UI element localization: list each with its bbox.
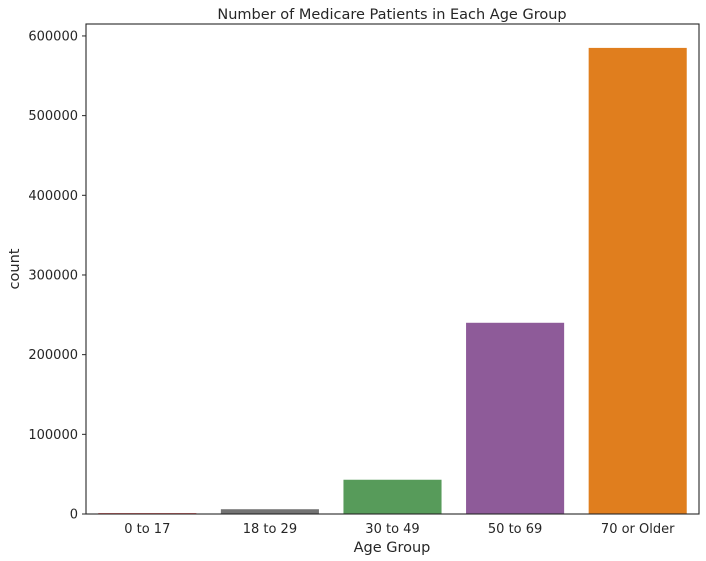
- bar-70-or-older: [588, 47, 687, 515]
- x-tick-label: 70 or Older: [601, 522, 675, 537]
- bars-group: [98, 47, 687, 515]
- y-tick-label: 400000: [28, 189, 78, 204]
- y-axis-ticks: 0 100000 200000 300000 400000 500000 600000: [28, 29, 86, 523]
- x-axis-ticks: 0 to 17 18 to 29 30 to 49 50 to 69 70 or Old…: [124, 522, 675, 537]
- x-tick-label: 50 to 69: [488, 522, 542, 537]
- bar-30-to-49: [343, 479, 442, 514]
- y-tick-label: 200000: [28, 348, 78, 363]
- plot-frame: [85, 23, 700, 515]
- y-axis-label: count: [7, 248, 23, 289]
- x-tick-label: 18 to 29: [243, 522, 297, 537]
- bar-18-to-29: [220, 509, 319, 514]
- y-tick-label: 0: [70, 508, 78, 523]
- x-tick-label: 30 to 49: [365, 522, 419, 537]
- chart-title: Number of Medicare Patients in Each Age …: [217, 7, 566, 23]
- x-axis-label: Age Group: [354, 540, 431, 556]
- y-tick-label: 100000: [28, 428, 78, 443]
- y-tick-label: 600000: [28, 29, 78, 44]
- y-tick-label: 300000: [28, 268, 78, 283]
- bar-50-to-69: [466, 322, 565, 514]
- x-tick-label: 0 to 17: [124, 522, 170, 537]
- y-tick-label: 500000: [28, 109, 78, 124]
